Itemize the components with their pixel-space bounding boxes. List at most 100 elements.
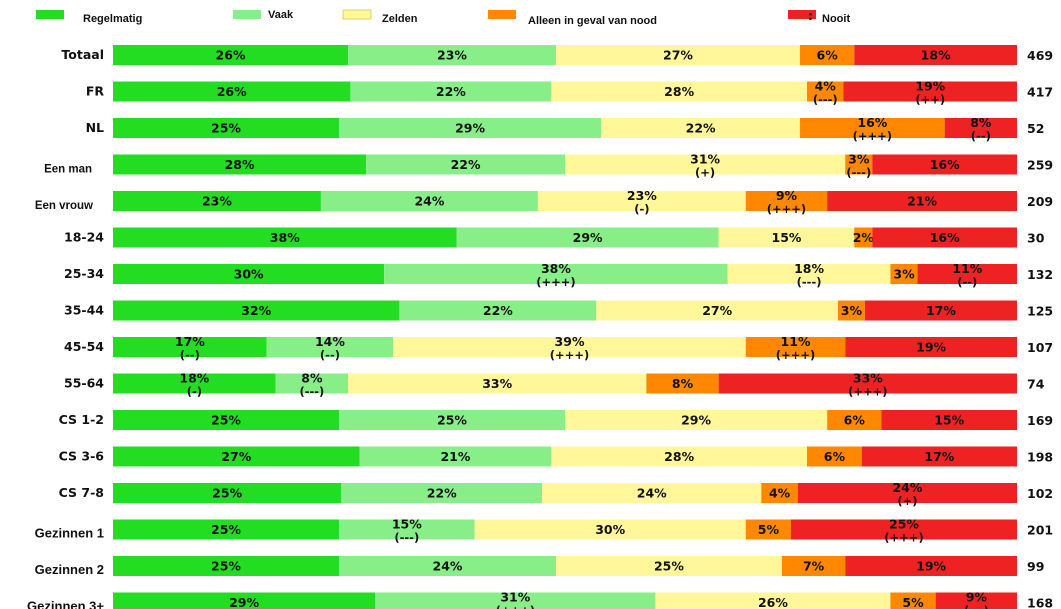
legend-swatch-zelden <box>342 9 372 20</box>
data-label: 2% <box>853 230 875 245</box>
bar-row-55-64: 55-64 18%(-)8%(---)33% 8% 33%(+++) 74 <box>64 371 1045 399</box>
data-label: 17% <box>926 303 956 318</box>
bar-segment-alleen-in-geval-van-nood <box>745 337 846 357</box>
bar-segment-alleen-in-geval-van-nood <box>781 556 846 576</box>
data-label: 25% <box>889 517 919 532</box>
row-label: Gezinnen 2 <box>35 562 104 577</box>
significance-label: (+++) <box>848 385 887 399</box>
bar-segment-nooit <box>944 118 1017 138</box>
bar-segment-regelmatig <box>113 45 349 65</box>
data-label: 22% <box>451 157 481 172</box>
data-label: 3% <box>848 152 870 167</box>
sample-size-label: 132 <box>1027 267 1053 282</box>
legend-swatch-vaak <box>233 10 261 19</box>
data-label: 29% <box>229 595 259 609</box>
sample-size-label: 30 <box>1027 231 1045 246</box>
data-label: 24% <box>414 194 444 209</box>
data-label: 18% <box>179 371 209 386</box>
bar-segment-alleen-in-geval-van-nood <box>800 45 855 65</box>
bar-segment-vaak <box>339 118 602 138</box>
bar-segment-zelden <box>565 154 846 175</box>
bar-segment-zelden <box>601 118 801 138</box>
data-label: 11% <box>781 334 811 349</box>
bar-segment-alleen-in-geval-van-nood <box>854 227 873 248</box>
data-label: 27% <box>663 48 693 63</box>
significance-label: (---) <box>846 166 871 180</box>
bar-segment-zelden <box>565 410 828 430</box>
row-label: 55-64 <box>64 376 104 391</box>
row-label: 18-24 <box>64 230 104 245</box>
data-label: 25% <box>212 486 242 501</box>
bar-segment-nooit <box>872 154 1017 175</box>
data-label: 5% <box>902 595 924 609</box>
row-label: CS 1-2 <box>59 412 104 427</box>
bar-row-cs-7-8: CS 7-8 25% 22% 24% 4% 24%(+) 102 <box>59 480 1053 508</box>
data-label: 22% <box>427 486 457 501</box>
bar-segment-vaak <box>359 446 552 467</box>
bar-segment-regelmatig <box>113 592 376 609</box>
sample-size-label: 74 <box>1027 377 1045 392</box>
bar-segment-alleen-in-geval-van-nood <box>845 154 873 175</box>
data-label: 22% <box>686 121 716 136</box>
bar-row-cs-3-6: CS 3-6 27% 21% 28% 6% 17% 198 <box>59 446 1053 467</box>
bar-segment-nooit <box>881 410 1017 430</box>
data-label: 31% <box>500 590 530 605</box>
data-label: 33% <box>482 376 512 391</box>
data-label: 11% <box>952 261 982 276</box>
data-label: 16% <box>930 230 960 245</box>
data-label: 6% <box>844 413 866 428</box>
significance-label: (+) <box>695 166 715 180</box>
row-label: 25-34 <box>64 266 104 281</box>
data-label: 23% <box>627 188 657 203</box>
bar-segment-zelden <box>551 446 807 467</box>
significance-label: (---) <box>797 275 822 289</box>
bar-segment-alleen-in-geval-van-nood <box>837 300 865 321</box>
data-label: 23% <box>437 48 467 63</box>
data-label: 28% <box>664 449 694 464</box>
bar-segment-vaak <box>339 519 475 540</box>
row-label: Totaal <box>61 47 104 62</box>
data-label: 3% <box>893 267 915 282</box>
bar-segment-nooit <box>854 45 1017 65</box>
sample-size-label: 99 <box>1027 559 1044 574</box>
bar-segment-zelden <box>542 483 762 503</box>
bar-segment-zelden <box>555 556 782 576</box>
bar-segment-regelmatig <box>113 154 367 175</box>
bar-segment-zelden <box>474 519 746 540</box>
significance-label: (+++) <box>536 275 575 289</box>
significance-label: (--) <box>971 129 991 143</box>
significance-label: (+++) <box>853 129 892 143</box>
bar-segment-nooit <box>845 337 1017 357</box>
significance-label: (--) <box>957 275 977 289</box>
row-label: 45-54 <box>64 339 104 354</box>
bar-segment-regelmatig <box>113 300 400 321</box>
sample-size-label: 125 <box>1027 304 1053 319</box>
bar-segment-zelden <box>596 300 838 321</box>
bar-segment-vaak <box>320 191 538 211</box>
bar-row-een-man: Een man 28% 22% 31%(+) 3%(---) 16% 259 <box>44 152 1053 180</box>
legend-label-nooit: Nooit <box>822 13 850 25</box>
data-label: 27% <box>221 449 251 464</box>
significance-label: (---) <box>964 604 989 609</box>
row-label: NL <box>86 120 104 135</box>
significance-label: (---) <box>299 385 324 399</box>
data-label: 25% <box>211 559 241 574</box>
bar-segment-zelden <box>655 592 891 609</box>
row-label: Een vrouw <box>35 200 93 212</box>
data-label: 22% <box>483 303 513 318</box>
bar-segment-zelden <box>551 81 807 102</box>
data-label: 15% <box>392 517 422 532</box>
bar-segment-zelden <box>537 191 746 211</box>
data-label: 24% <box>637 486 667 501</box>
bar-segment-nooit <box>843 81 1017 102</box>
data-label: 26% <box>758 595 788 609</box>
bar-segment-vaak <box>350 81 552 102</box>
bar-segment-regelmatig <box>113 81 351 102</box>
data-label: 16% <box>930 157 960 172</box>
data-label: 8% <box>672 376 694 391</box>
bar-segment-regelmatig <box>113 191 321 211</box>
bar-segment-vaak <box>266 337 394 357</box>
sample-size-label: 168 <box>1027 596 1053 609</box>
data-label: 22% <box>436 84 466 99</box>
sample-size-label: 52 <box>1027 121 1044 136</box>
